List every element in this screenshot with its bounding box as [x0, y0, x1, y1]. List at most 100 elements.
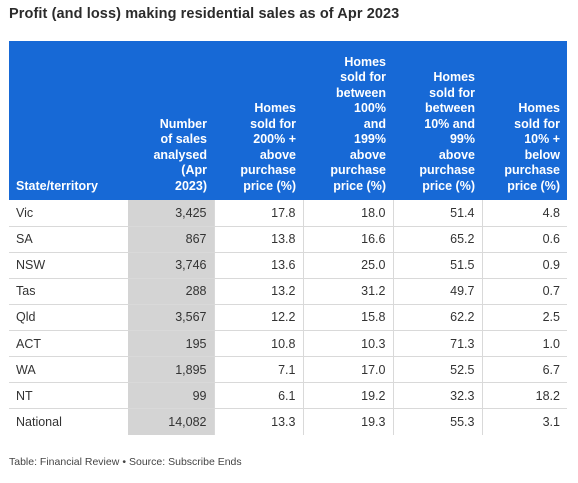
- footer-source-text: Source: Subscribe Ends: [129, 456, 242, 468]
- value-cell: 62.2: [393, 304, 483, 331]
- value-cell: 13.2: [214, 278, 304, 305]
- column-header-line: 10% and: [424, 116, 475, 131]
- table-row: National 14,082 13.3 19.3 55.3 3.1: [9, 408, 567, 435]
- value-cell: 3.1: [542, 415, 560, 430]
- profit-loss-table: State/territory Number of sales analysed (Ap…: [9, 41, 567, 435]
- column-header-4: Homes sold for between 10% and 99% above purch…: [393, 41, 482, 200]
- column-header-line: 199%: [354, 132, 386, 146]
- table-row: WA 1,895 7.1 17.0 52.5 6.7: [9, 356, 567, 384]
- table-row: ACT 195 10.8 10.3 71.3 1.0: [9, 330, 567, 358]
- value-cell: 49.7: [393, 278, 483, 305]
- value-cell: 17.0: [303, 356, 394, 384]
- column-header-line: 200% +: [253, 132, 296, 146]
- column-header-line: price (%): [243, 178, 296, 193]
- value-cell: 18.0: [303, 200, 394, 227]
- value-cell: 13.3: [214, 408, 304, 435]
- column-header-line: of sales: [160, 132, 207, 146]
- column-header-line: purchase: [504, 163, 560, 177]
- footer-source-label: Table: Financial Review: [9, 456, 120, 468]
- column-header-line: between: [424, 101, 475, 115]
- column-header-line: sold for: [250, 116, 296, 131]
- value-cell: 2.5: [482, 304, 567, 331]
- value-cell: 288: [128, 278, 215, 305]
- column-header-1: Number of sales analysed (Apr 2023): [128, 41, 214, 200]
- value-cell: 16.6: [303, 226, 394, 253]
- value-cell: 19.3: [303, 408, 394, 435]
- table-title: Profit (and loss) making residential sal…: [9, 6, 400, 22]
- column-header-line: Number: [159, 116, 207, 131]
- table-row: Tas 288 13.2 31.2 49.7 0.7: [9, 278, 567, 305]
- value-cell: 55.3: [393, 408, 483, 435]
- value-cell: 6.1: [214, 382, 304, 410]
- value-cell: 51.4: [393, 200, 483, 227]
- value-cell: 3,746: [128, 252, 215, 279]
- state-cell: Vic: [9, 200, 128, 227]
- column-header-line: purchase: [419, 163, 475, 177]
- value-cell: 1.0: [482, 330, 567, 358]
- column-header-line: sold for: [340, 70, 386, 84]
- value-cell: 6.7: [482, 356, 567, 384]
- value-cell: 52.5: [393, 356, 483, 384]
- table-footer: Table: Financial Review • Source: Subscrib…: [9, 456, 242, 468]
- column-header-line: 10% +: [524, 132, 560, 146]
- table-row: Vic 3,425 17.8 18.0 51.4 4.8: [9, 200, 567, 227]
- value-cell: 7.1: [214, 356, 304, 384]
- table-body: Vic 3,425 17.8 18.0 51.4 4.8 SA 867 13.8 16.6 65.2…: [9, 200, 567, 435]
- value-cell: 0.7: [482, 278, 567, 305]
- footer-bullet: •: [122, 456, 126, 468]
- column-header-line: 100%: [354, 101, 386, 115]
- state-cell: NSW: [9, 252, 128, 279]
- column-header-line: between: [335, 85, 386, 100]
- value-cell: 65.2: [393, 226, 483, 253]
- column-header-line: sold for: [514, 116, 560, 131]
- value-cell: 17.8: [214, 200, 304, 227]
- value-cell: 32.3: [393, 382, 483, 410]
- value-cell: 12.2: [214, 304, 304, 331]
- value-cell: 14,082: [128, 408, 215, 435]
- column-header-line: above: [349, 147, 386, 162]
- table-row: Qld 3,567 12.2 15.8 62.2 2.5: [9, 304, 567, 331]
- state-cell: ACT: [9, 330, 128, 358]
- value-cell: 19.2: [303, 382, 394, 410]
- state-cell: Qld: [9, 304, 128, 331]
- value-cell: 1,895: [128, 356, 215, 384]
- value-cell: 195: [128, 330, 215, 358]
- value-cell: 10.8: [214, 330, 304, 358]
- column-header-line: 2023): [175, 178, 207, 193]
- value-cell: 51.5: [393, 252, 483, 279]
- value-cell: 99: [128, 382, 215, 410]
- value-cell: 13.6: [214, 252, 304, 279]
- state-cell: Tas: [9, 278, 128, 305]
- column-header-line: Homes: [518, 101, 560, 115]
- value-cell: 25.0: [303, 252, 394, 279]
- value-cell: 18.2: [482, 382, 567, 410]
- value-cell: 0.6: [482, 226, 567, 253]
- column-header-line: Homes: [433, 70, 475, 84]
- column-header-line: purchase: [240, 163, 296, 177]
- value-cell: 3,567: [128, 304, 215, 331]
- column-header-line: below: [524, 147, 560, 162]
- column-header-line: State/territory: [16, 178, 98, 193]
- column-header-line: sold for: [429, 85, 475, 100]
- column-header-line: price (%): [507, 178, 560, 193]
- state-cell: WA: [9, 356, 128, 384]
- column-header-5: Homes sold for 10% + below purchase price (%): [482, 41, 567, 200]
- table-row: NT 99 6.1 19.2 32.3 18.2: [9, 382, 567, 410]
- state-cell: National: [16, 415, 62, 430]
- value-cell: 10.3: [303, 330, 394, 358]
- value-cell: 31.2: [303, 278, 394, 305]
- column-header-line: analysed: [153, 147, 207, 162]
- column-header-line: and: [363, 116, 386, 131]
- column-header-line: Homes: [254, 101, 296, 115]
- header-row: State/territory Number of sales analysed (Ap…: [9, 41, 567, 200]
- value-cell: 4.8: [482, 200, 567, 227]
- state-cell: SA: [9, 226, 128, 253]
- column-header-line: (Apr: [181, 163, 207, 177]
- column-header-line: price (%): [422, 178, 475, 193]
- value-cell: 71.3: [393, 330, 483, 358]
- column-header-2: Homes sold for 200% + above purchase price (%…: [214, 41, 303, 200]
- value-cell: 867: [128, 226, 215, 253]
- column-header-line: purchase: [330, 163, 386, 177]
- column-header-3: Homes sold for between 100% and 199% above purc…: [303, 41, 393, 200]
- column-header-line: above: [438, 147, 475, 162]
